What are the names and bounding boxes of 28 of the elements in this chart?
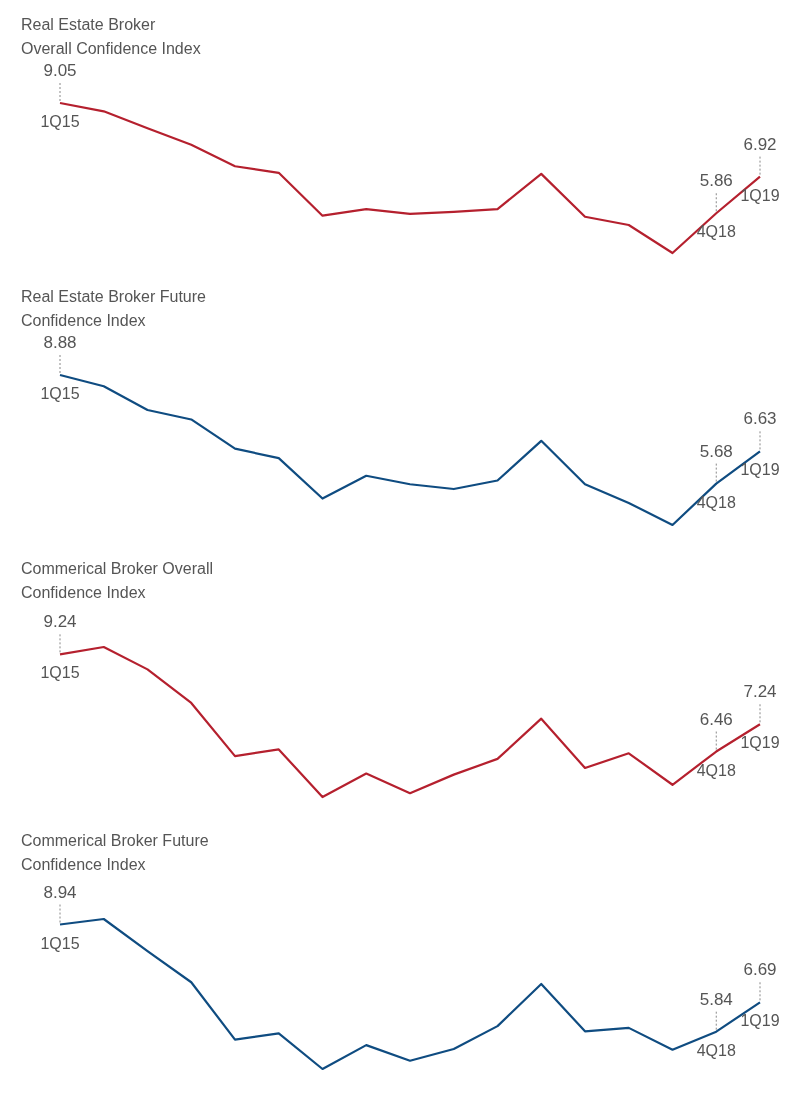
x-tick-label: 1Q15 bbox=[40, 934, 80, 952]
x-tick-label: 1Q19 bbox=[740, 461, 780, 479]
data-label: 5.68 bbox=[699, 441, 733, 461]
data-label: 6.69 bbox=[743, 960, 777, 980]
data-label: 5.84 bbox=[699, 989, 733, 1009]
x-tick-label: 4Q18 bbox=[696, 223, 736, 241]
data-label: 7.24 bbox=[743, 682, 777, 702]
data-label: 8.88 bbox=[43, 333, 77, 352]
chart-title: Commerical Broker Future Confidence Index bbox=[21, 832, 209, 873]
chart-title: Commerical Broker Overall Confidence Index bbox=[21, 560, 214, 601]
data-label: 8.94 bbox=[43, 882, 77, 902]
x-tick-label: 4Q18 bbox=[696, 1041, 736, 1059]
x-tick-label: 4Q18 bbox=[696, 493, 736, 511]
x-tick-label: 1Q15 bbox=[40, 664, 80, 682]
x-tick-label: 1Q15 bbox=[40, 385, 80, 402]
x-tick-label: 1Q15 bbox=[40, 113, 80, 130]
data-label: 5.86 bbox=[699, 171, 733, 191]
data-label: 6.46 bbox=[699, 709, 733, 729]
data-label: 9.24 bbox=[43, 612, 77, 632]
x-tick-label: 1Q19 bbox=[740, 734, 780, 752]
data-label: 6.63 bbox=[743, 409, 777, 429]
data-label: 6.92 bbox=[743, 134, 777, 154]
chart-title: Real Estate Broker Overall Confidence Index bbox=[21, 16, 201, 57]
x-tick-label: 1Q19 bbox=[740, 1012, 780, 1030]
x-tick-label: 4Q18 bbox=[696, 761, 736, 779]
x-tick-label: 1Q19 bbox=[740, 186, 780, 204]
data-label: 9.05 bbox=[43, 61, 77, 80]
chart-title: Real Estate Broker Future Confidence Index bbox=[21, 288, 207, 329]
